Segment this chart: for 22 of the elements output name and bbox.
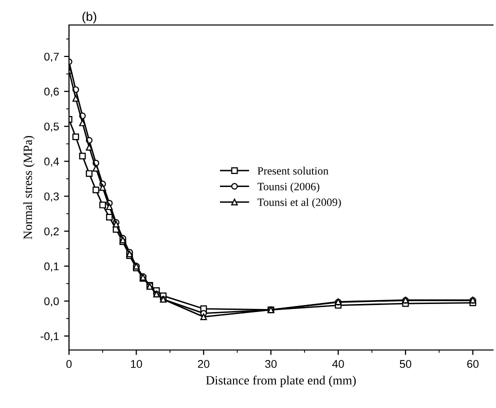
- x-axis-title: Distance from plate end (mm): [206, 376, 356, 388]
- x-tick-label: 60: [467, 360, 479, 368]
- y-tick-label: 0,6: [44, 88, 59, 97]
- legend-label: Present solution: [258, 166, 328, 175]
- y-tick-label: -0,1: [40, 332, 59, 342]
- y-tick-label: 0,2: [44, 227, 59, 237]
- x-tick-label: 0: [66, 360, 72, 368]
- y-tick-label: 0,3: [44, 192, 59, 202]
- y-tick-label: 0,5: [44, 122, 59, 132]
- legend-label: Tounsi et al (2009): [257, 198, 341, 208]
- x-tick-label: 50: [400, 360, 412, 368]
- x-tick-label: 10: [130, 360, 142, 368]
- x-tick-label: 40: [332, 360, 344, 368]
- y-axis-title: Normal stress (MPa): [23, 136, 35, 240]
- x-tick-label: 30: [265, 360, 277, 368]
- legend-label: Tounsi (2006): [257, 182, 320, 193]
- y-tick-label: 0,4: [44, 158, 59, 167]
- y-tick-label: 0,0: [44, 297, 59, 307]
- x-tick-label: 20: [198, 360, 210, 368]
- chart-title: (b): [82, 12, 96, 24]
- y-tick-label: 0,7: [44, 52, 59, 62]
- y-tick-label: 0,1: [44, 262, 59, 272]
